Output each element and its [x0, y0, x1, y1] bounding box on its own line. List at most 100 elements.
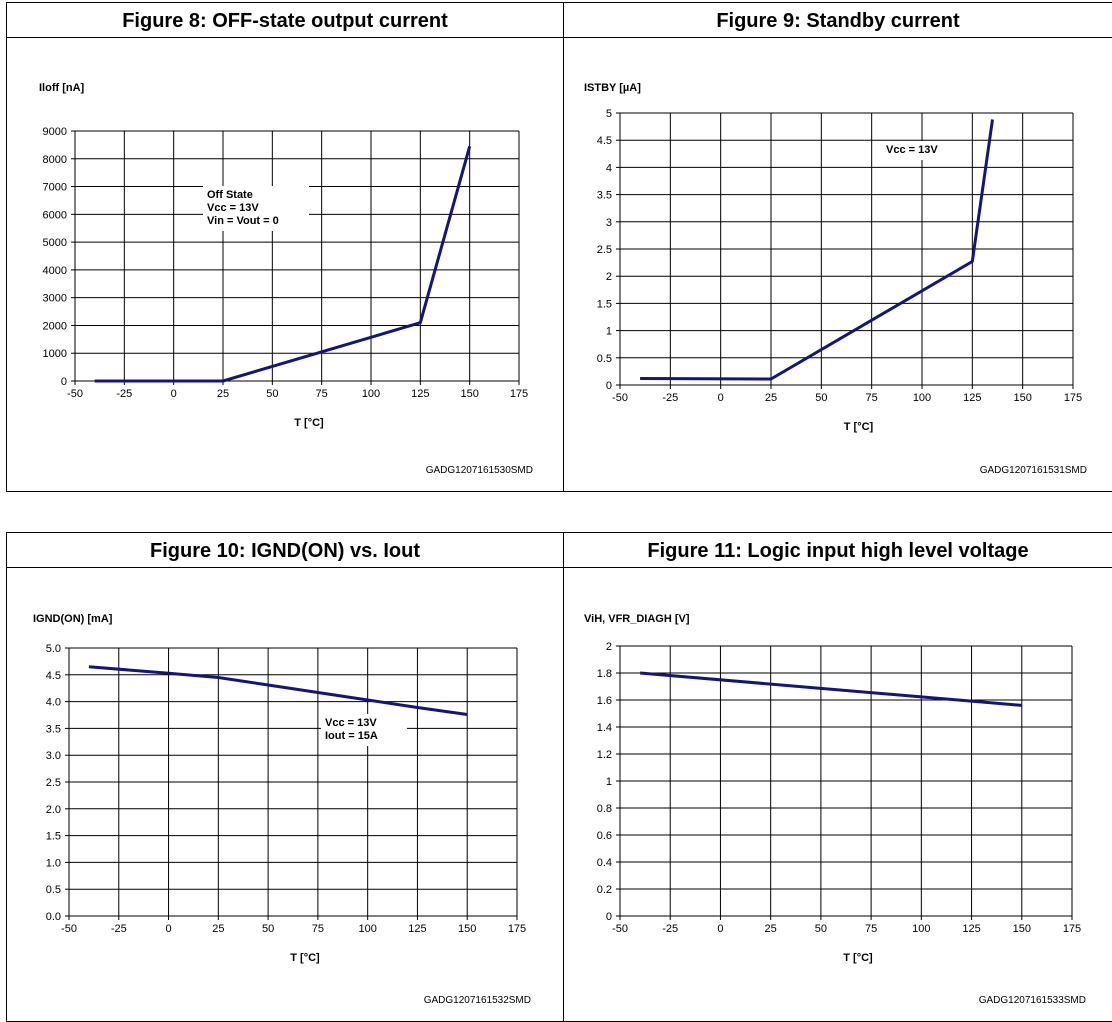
- fig10-x-tick-label: -25: [111, 923, 127, 935]
- fig11-x-tick-label: 25: [765, 923, 777, 935]
- fig10-y-tick-label: 2.5: [46, 777, 61, 789]
- fig8-x-tick-label: 25: [217, 388, 229, 400]
- fig8-y-tick-label: 5000: [43, 237, 67, 249]
- fig11-x-axis-title: T [°C]: [843, 952, 873, 964]
- fig10-x-tick-label: 0: [165, 923, 171, 935]
- fig11-y-axis-title: ViH, VFR_DIAGH [V]: [584, 613, 690, 625]
- fig8-x-axis-title: T [°C]: [294, 417, 324, 429]
- fig9-y-tick-label: 2.5: [597, 244, 612, 256]
- figure-8-panel: Figure 8: OFF-state output current Iloff…: [6, 2, 564, 492]
- fig9-y-tick-label: 4.5: [597, 135, 612, 147]
- fig10-x-tick-label: 150: [458, 923, 476, 935]
- fig10-y-tick-label: 1.5: [46, 831, 61, 843]
- fig9-y-tick-label: 2: [606, 271, 612, 283]
- fig8-annotation-text: Vin = Vout = 0: [207, 215, 279, 227]
- fig8-x-tick-label: 50: [266, 388, 278, 400]
- fig9-x-tick-label: 50: [815, 392, 827, 404]
- fig8-x-tick-label: 100: [362, 388, 380, 400]
- fig9-y-tick-label: 1: [606, 326, 612, 338]
- fig10-y-tick-label: 1.0: [46, 857, 61, 869]
- fig9-footnote: GADG1207161531SMD: [980, 465, 1087, 476]
- fig10-series-line: [89, 667, 467, 715]
- fig9-x-tick-label: 100: [913, 392, 931, 404]
- fig10-footnote: GADG1207161532SMD: [424, 995, 531, 1006]
- fig9-x-tick-label: 75: [866, 392, 878, 404]
- fig8-x-tick-label: 0: [171, 388, 177, 400]
- fig8-y-tick-label: 2000: [43, 320, 67, 332]
- fig8-y-tick-label: 0: [61, 376, 67, 388]
- fig8-x-tick-label: -25: [116, 388, 132, 400]
- fig10-x-tick-label: 50: [262, 923, 274, 935]
- fig10-y-tick-label: 3.0: [46, 750, 61, 762]
- fig11-x-tick-label: 150: [1013, 923, 1031, 935]
- fig11-y-tick-label: 1: [606, 776, 612, 788]
- fig11-y-tick-label: 1.8: [597, 668, 612, 680]
- fig8-x-tick-label: 125: [411, 388, 429, 400]
- fig10-x-tick-label: 100: [358, 923, 376, 935]
- fig11-series-line: [640, 673, 1022, 705]
- fig10-x-tick-label: 125: [408, 923, 426, 935]
- fig9-annotation-text: Vcc = 13V: [886, 144, 938, 156]
- fig9-y-axis-title: ISTBY [µA]: [584, 82, 641, 94]
- fig9-x-tick-label: 125: [963, 392, 981, 404]
- fig10-x-tick-label: 75: [312, 923, 324, 935]
- fig10-y-axis-title: IGND(ON) [mA]: [33, 613, 113, 625]
- fig8-x-tick-label: 150: [460, 388, 478, 400]
- fig10-annotation-text: Iout = 15A: [325, 730, 378, 742]
- fig10-y-tick-label: 0.5: [46, 884, 61, 896]
- fig8-y-tick-label: 6000: [43, 209, 67, 221]
- fig11-y-tick-label: 1.4: [597, 722, 612, 734]
- fig11-y-tick-label: 0.2: [597, 884, 612, 896]
- fig9-y-tick-label: 0.5: [597, 353, 612, 365]
- fig11-x-tick-label: 75: [865, 923, 877, 935]
- fig11-y-tick-label: 1.6: [597, 695, 612, 707]
- fig9-y-tick-label: 5: [606, 108, 612, 120]
- fig8-footnote: GADG1207161530SMD: [426, 465, 533, 476]
- fig10-annotation-text: Vcc = 13V: [325, 717, 377, 729]
- fig8-y-tick-label: 1000: [43, 348, 67, 360]
- fig10-y-tick-label: 0.0: [46, 911, 61, 923]
- fig11-x-tick-label: 125: [962, 923, 980, 935]
- fig11-x-tick-label: 50: [815, 923, 827, 935]
- fig11-y-tick-label: 2: [606, 641, 612, 653]
- fig11-y-tick-label: 0.8: [597, 803, 612, 815]
- fig11-y-tick-label: 1.2: [597, 749, 612, 761]
- fig8-y-tick-label: 3000: [43, 293, 67, 305]
- fig10-y-tick-label: 3.5: [46, 723, 61, 735]
- fig8-x-tick-label: -50: [67, 388, 83, 400]
- fig8-y-tick-label: 7000: [43, 182, 67, 194]
- fig11-x-tick-label: 0: [717, 923, 723, 935]
- fig11-footnote: GADG1207161533SMD: [979, 995, 1086, 1006]
- figure-10-panel: Figure 10: IGND(ON) vs. Iout IGND(ON) [m…: [6, 532, 564, 1022]
- fig9-x-tick-label: 0: [718, 392, 724, 404]
- fig9-y-tick-label: 4: [606, 162, 612, 174]
- fig11-x-tick-label: 175: [1063, 923, 1081, 935]
- fig8-y-tick-label: 9000: [43, 126, 67, 138]
- figure-9-panel: Figure 9: Standby current ISTBY [µA]-50-…: [563, 2, 1112, 492]
- fig11-y-tick-label: 0: [606, 911, 612, 923]
- fig10-y-tick-label: 5.0: [46, 643, 61, 655]
- fig9-y-tick-label: 1.5: [597, 298, 612, 310]
- fig10-y-tick-label: 2.0: [46, 804, 61, 816]
- fig8-x-tick-label: 75: [316, 388, 328, 400]
- fig9-y-tick-label: 0: [606, 380, 612, 392]
- fig11-x-tick-label: 100: [912, 923, 930, 935]
- fig11-y-tick-label: 0.6: [597, 830, 612, 842]
- fig8-x-tick-label: 175: [510, 388, 528, 400]
- fig9-x-tick-label: 150: [1013, 392, 1031, 404]
- fig9-y-tick-label: 3.5: [597, 190, 612, 202]
- fig10-x-tick-label: 175: [508, 923, 526, 935]
- fig9-y-tick-label: 3: [606, 217, 612, 229]
- fig9-x-axis-title: T [°C]: [844, 421, 874, 433]
- fig11-x-tick-label: -25: [662, 923, 678, 935]
- fig10-x-tick-label: 25: [212, 923, 224, 935]
- fig10-y-tick-label: 4.0: [46, 697, 61, 709]
- fig8-annotation-text: Vcc = 13V: [207, 202, 259, 214]
- fig8-annotation-text: Off State: [207, 189, 253, 201]
- fig11-y-tick-label: 0.4: [597, 857, 612, 869]
- fig8-y-tick-label: 8000: [43, 154, 67, 166]
